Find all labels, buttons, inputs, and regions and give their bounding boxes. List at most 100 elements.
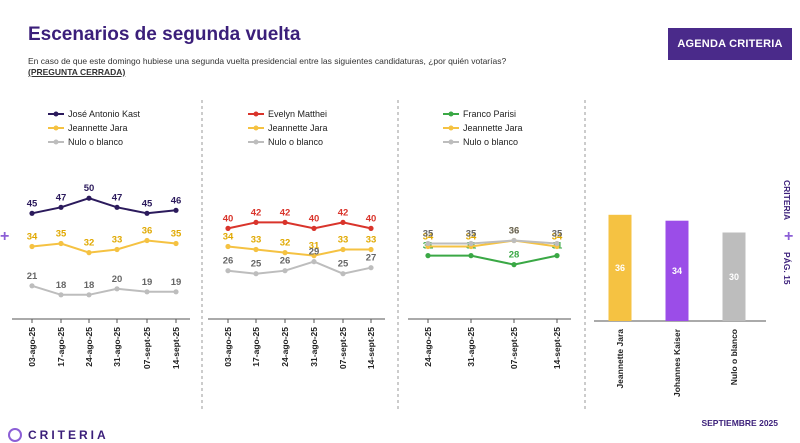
data-point [368, 265, 374, 271]
x-tick-label: 14-sept-25 [171, 327, 181, 369]
data-point [144, 237, 150, 244]
bar [722, 232, 746, 321]
data-point [144, 289, 150, 295]
data-point [58, 240, 64, 247]
bar [665, 220, 689, 321]
data-point [468, 240, 474, 247]
bar-value-label: 34 [672, 266, 682, 276]
data-point [86, 250, 92, 256]
data-label: 32 [84, 238, 95, 249]
report-date: SEPTIEMBRE 2025 [701, 418, 778, 428]
bar [608, 214, 632, 321]
x-tick-label: 17-ago-25 [56, 327, 66, 367]
data-label: 26 [280, 256, 291, 267]
series-line [31, 284, 176, 296]
data-label: 34 [466, 232, 477, 243]
legend-marker [53, 125, 59, 131]
data-point [340, 271, 346, 277]
x-tick-label: 24-ago-25 [280, 327, 290, 367]
data-label: 34 [552, 232, 563, 243]
data-point [425, 253, 431, 259]
legend-label: Evelyn Matthei [268, 109, 327, 119]
data-point [29, 243, 35, 250]
data-label: 35 [56, 229, 67, 240]
data-point [425, 240, 431, 247]
data-label: 42 [338, 207, 349, 218]
x-tick-label: 24-ago-25 [84, 327, 94, 367]
data-point [225, 225, 231, 231]
data-point [253, 271, 259, 277]
data-label: 26 [223, 256, 234, 267]
page-title: Escenarios de segunda vuelta [28, 24, 301, 45]
series-line [428, 254, 558, 266]
series-line [428, 239, 558, 248]
data-point [58, 292, 64, 298]
data-label: 45 [142, 198, 153, 209]
bar-category-label: Jeannette Jara [615, 329, 625, 389]
data-label: 40 [223, 213, 234, 224]
data-point [282, 268, 288, 274]
x-tick-label: 31-ago-25 [112, 327, 122, 367]
side-footer: CRITERIA PÁG. 15 [774, 180, 800, 300]
data-label: 21 [27, 271, 38, 282]
data-point [511, 237, 517, 244]
bar-value-label: 36 [615, 263, 625, 273]
data-label: 32 [280, 238, 291, 249]
data-point [340, 246, 346, 253]
legend-label: José Antonio Kast [68, 109, 141, 119]
series-line [31, 239, 177, 254]
data-label: 35 [552, 229, 563, 240]
legend-label: Nulo o blanco [268, 137, 323, 147]
criteria-logo-icon [8, 428, 22, 442]
legend-marker [448, 125, 454, 131]
bar-value-label: 30 [729, 272, 739, 282]
data-point [173, 289, 179, 295]
data-label: 28 [509, 250, 520, 261]
data-label: 20 [112, 274, 123, 285]
legend-marker [53, 139, 59, 145]
legend-label: Jeannette Jara [268, 123, 328, 133]
series-line [227, 221, 372, 230]
data-point [368, 246, 374, 253]
data-label: 33 [112, 235, 123, 246]
data-point [173, 240, 179, 247]
legend-label: Franco Parisi [463, 109, 516, 119]
agenda-criteria-button[interactable]: AGENDA CRITERIA [668, 28, 792, 60]
data-point [340, 219, 346, 225]
bar-panel: 36 Jeannette Jara 34 Johannes Kaiser 30 Nulo … [594, 214, 766, 397]
data-point [29, 283, 35, 289]
legend-label: Nulo o blanco [68, 137, 123, 147]
criteria-logo: CRITERIA [8, 428, 109, 442]
data-label: 47 [112, 192, 123, 203]
data-point [468, 253, 474, 259]
data-point [554, 240, 560, 247]
data-label: 18 [56, 280, 67, 291]
line-panel-2: Evelyn Matthei Jeannette Jara Nulo o blanc… [208, 100, 399, 410]
data-point [282, 219, 288, 225]
data-label: 33 [366, 235, 377, 246]
series-line [31, 197, 177, 215]
data-label: 27 [366, 253, 377, 264]
legend-marker [448, 139, 454, 145]
series-line [227, 260, 372, 275]
data-label: 34 [27, 232, 38, 243]
data-point [86, 292, 92, 298]
side-brand: CRITERIA [782, 180, 792, 221]
data-label: 34 [223, 232, 234, 243]
data-label: 19 [171, 277, 182, 288]
data-point [253, 219, 259, 225]
x-tick-label: 17-ago-25 [251, 327, 261, 367]
data-point [114, 204, 120, 210]
legend-label: Jeannette Jara [68, 123, 128, 133]
data-label: 40 [309, 213, 320, 224]
data-point [554, 253, 560, 259]
data-label: 33 [251, 235, 262, 246]
data-label: 34 [423, 232, 434, 243]
x-tick-label: 03-ago-25 [223, 327, 233, 367]
data-label: 25 [251, 259, 262, 270]
data-point [225, 243, 231, 250]
line-panel-1: José Antonio Kast Jeannette Jara Nulo o bl… [12, 100, 203, 410]
legend-marker [253, 139, 259, 145]
data-point [282, 250, 288, 256]
data-label: 18 [84, 280, 95, 291]
